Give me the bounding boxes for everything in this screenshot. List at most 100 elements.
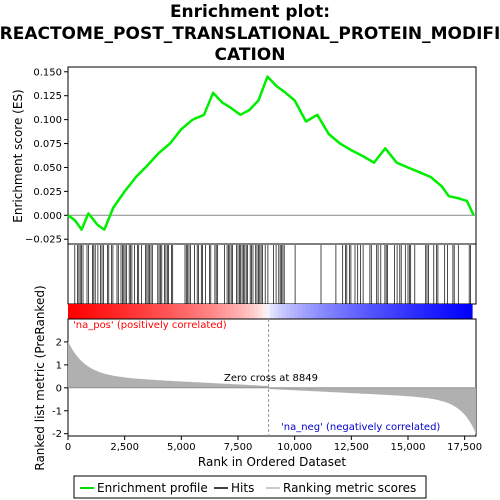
colorbar-cell (147, 304, 152, 319)
colorbar-cell (210, 304, 216, 319)
colorbar-cell (127, 304, 132, 319)
es-tick-label: 0.100 (33, 115, 62, 126)
colorbar-cell (198, 304, 204, 319)
colorbar-cell (111, 304, 117, 319)
colorbar-cell (99, 304, 105, 319)
colorbar-cell (436, 304, 441, 319)
colorbar-cell (266, 304, 271, 319)
colorbar-cell (448, 304, 453, 319)
colorbar-cell (452, 304, 457, 319)
colorbar-cell (214, 304, 220, 319)
colorbar-cell (202, 304, 208, 319)
metric-tick-label: -1 (52, 406, 62, 417)
colorbar-cell (373, 304, 378, 319)
colorbar-cell (369, 304, 374, 319)
colorbar-cell (103, 304, 109, 319)
colorbar-cell (281, 304, 287, 319)
colorbar-cell (392, 304, 398, 319)
ranking-metric-area (68, 341, 476, 434)
es-panel-frame (67, 66, 477, 245)
colorbar-cell (341, 304, 346, 319)
colorbar-cell (135, 304, 140, 319)
colorbar-cell (408, 304, 414, 319)
colorbar-cell (400, 304, 406, 319)
x-tick-label: 0 (65, 442, 71, 453)
colorbar-cell (273, 304, 279, 319)
colorbar-cell (388, 304, 394, 319)
es-y-axis-label: Enrichment score (ES) (11, 89, 25, 222)
metric-tick-label: 2 (56, 337, 62, 348)
colorbar-cell (345, 304, 350, 319)
colorbar-cell (365, 304, 370, 319)
es-tick-label: 0.150 (33, 67, 62, 78)
x-axis-label: Rank in Ordered Dataset (198, 455, 346, 469)
metric-tick-label: 1 (56, 360, 62, 371)
colorbar-cell (285, 304, 291, 319)
colorbar-cell (163, 304, 168, 319)
colorbar-cell (218, 304, 224, 319)
colorbar-cell (376, 304, 382, 319)
colorbar-cell (174, 304, 180, 319)
zero-cross-label: Zero cross at 8849 (224, 373, 318, 384)
colorbar-cell (242, 304, 247, 319)
colorbar-cell (186, 304, 192, 319)
colorbar-cell (206, 304, 212, 319)
colorbar-cell (333, 304, 338, 319)
colorbar-cell (119, 304, 125, 319)
colorbar-cell (139, 304, 144, 319)
colorbar-cell (464, 304, 469, 319)
x-tick-label: 7,500 (224, 442, 253, 453)
chart-title-line-2: REACTOME_POST_TRANSLATIONAL_PROTEIN_MODI… (0, 24, 500, 44)
metric-y-ticks: -2 -1 0 1 2 (52, 337, 68, 440)
colorbar-cell (72, 304, 77, 319)
colorbar-cell (238, 304, 243, 319)
colorbar-cell (420, 304, 426, 319)
colorbar-cell (91, 304, 97, 319)
colorbar-cell (444, 304, 449, 319)
colorbar-cell (353, 304, 358, 319)
colorbar-cell (384, 304, 390, 319)
neg-correlated-label: 'na_neg' (negatively correlated) (281, 422, 440, 433)
es-tick-label: 0.000 (33, 211, 62, 222)
colorbar-cell (230, 304, 235, 319)
es-y-ticks: −0.025 0.000 0.025 0.050 0.075 0.100 0.125 0.15… (25, 67, 68, 246)
enrichment-profile-path (67, 75, 475, 231)
colorbar-cell (155, 304, 160, 319)
es-tick-label: 0.025 (33, 187, 62, 198)
x-tick-label: 5,000 (167, 442, 196, 453)
colorbar-cell (301, 304, 307, 319)
colorbar-cell (178, 304, 184, 319)
colorbar-cell (440, 304, 445, 319)
colorbar-cell (412, 304, 418, 319)
colorbar-cell (424, 304, 429, 319)
colorbar-cell (270, 304, 275, 319)
x-tick-label: 12,500 (334, 442, 369, 453)
es-tick-label: −0.025 (25, 235, 62, 246)
colorbar-cell (325, 304, 330, 319)
metric-tick-label: -2 (52, 429, 62, 440)
colorbar-cell (460, 304, 465, 319)
colorbar-cell (428, 304, 433, 319)
chart-title-line-1: Enrichment plot: (170, 2, 330, 22)
colorbar-cell (254, 304, 259, 319)
colorbar-cell (380, 304, 386, 319)
colorbar-cell (432, 304, 437, 319)
colorbar-cell (313, 304, 319, 319)
x-tick-label: 15,000 (391, 442, 426, 453)
colorbar-cell (258, 304, 263, 319)
colorbar-cell (131, 304, 136, 319)
colorbar-cell (309, 304, 315, 319)
colorbar-cell (182, 304, 188, 319)
colorbar-cell (87, 304, 93, 319)
colorbar-cell (194, 304, 200, 319)
enrichment-profile-line (67, 75, 475, 231)
colorbar-cell (83, 304, 89, 319)
chart-title-line-3: CATION (215, 45, 286, 65)
colorbar-cell (95, 304, 101, 319)
colorbar-cell (68, 304, 73, 319)
colorbar-cell (456, 304, 461, 319)
hit-lines (74, 245, 471, 304)
colorbar-cell (79, 304, 85, 319)
colorbar-cell (361, 304, 366, 319)
colorbar-cell (396, 304, 402, 319)
